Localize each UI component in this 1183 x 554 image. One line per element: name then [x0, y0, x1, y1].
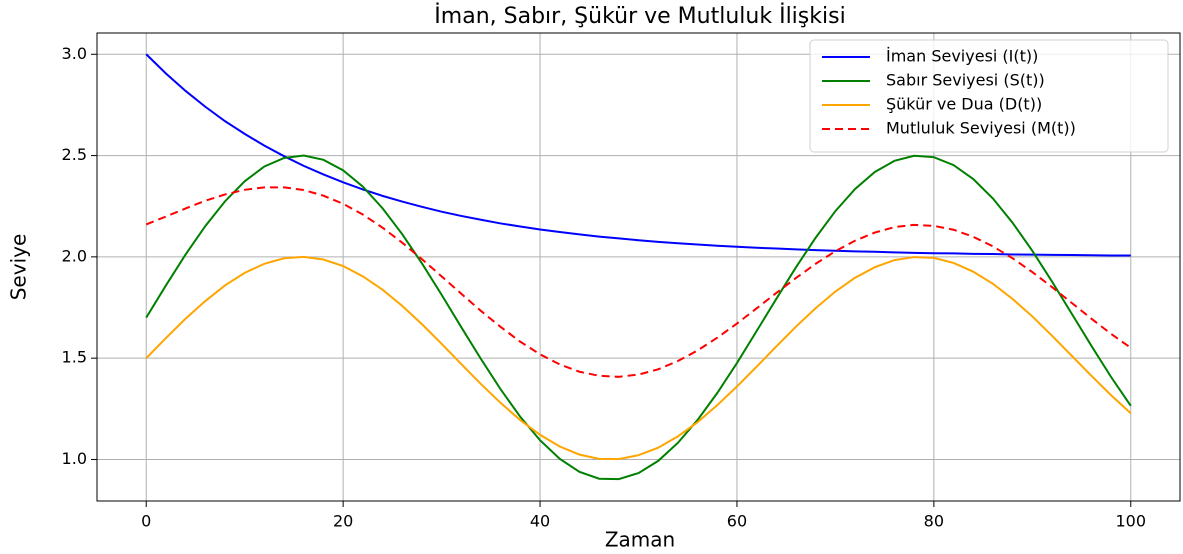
y-axis-label: Seviye [7, 234, 31, 301]
line-series [145, 53, 1131, 257]
legend-label: Mutluluk Seviyesi (M(t)) [886, 119, 1076, 138]
x-tick-label: 0 [141, 512, 151, 531]
y-tick-label: 1.0 [62, 449, 87, 468]
chart-title: İman, Sabır, Şükür ve Mutluluk İlişkisi [434, 3, 845, 29]
legend-box [809, 39, 1169, 153]
line-series [145, 186, 1132, 378]
legend: İman Seviyesi (I(t)) Sabır Seviyesi (S(t)… [809, 39, 1169, 153]
y-tick-label: 2.5 [62, 145, 87, 164]
y-tick-label: 3.0 [62, 44, 87, 63]
y-tick-label: 2.0 [62, 246, 87, 265]
x-axis-label: Zaman [605, 528, 675, 552]
line-series [145, 154, 1132, 481]
x-tick-label: 60 [727, 512, 747, 531]
x-tick-label: 80 [924, 512, 944, 531]
legend-label: Sabır Seviyesi (S(t)) [886, 71, 1045, 90]
x-tick-label: 100 [1115, 512, 1146, 531]
x-tick-label: 40 [530, 512, 550, 531]
y-tick-label: 1.5 [62, 348, 87, 367]
legend-label: İman Seviyesi (I(t)) [886, 47, 1038, 66]
legend-label: Şükür ve Dua (D(t)) [886, 95, 1042, 114]
x-tick-label: 20 [333, 512, 353, 531]
line-series [145, 255, 1132, 461]
plot-frame [96, 32, 1181, 502]
